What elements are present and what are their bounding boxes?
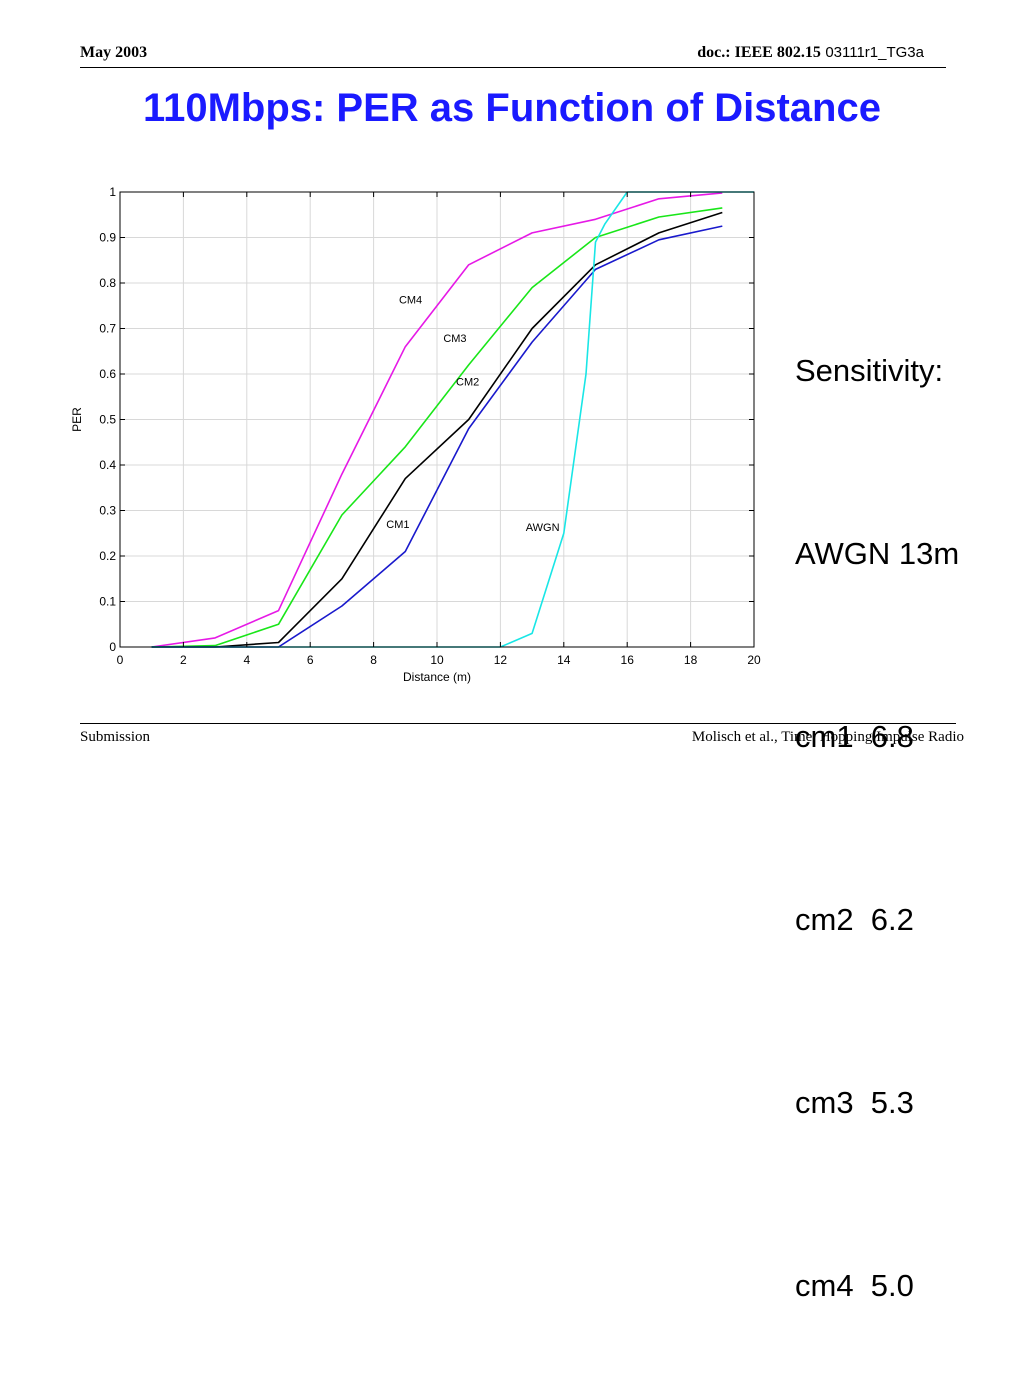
header-doc-id: 03111r1_TG3a: [825, 44, 924, 61]
x-tick-label: 12: [494, 653, 508, 667]
x-tick-label: 6: [307, 653, 314, 667]
x-tick-label: 10: [430, 653, 444, 667]
per-distance-chart: 0 2 4 6 8 10 12 14 16 18 20 0 0.1 0.2 0.3 0.4 0.5 0.6 0.7 0…: [70, 185, 761, 684]
sensitivity-cm4: cm4 5.0: [795, 1268, 914, 1303]
header-doc: doc.: IEEE 802.15 03111r1_TG3a: [697, 44, 924, 62]
y-tick-label: 0: [109, 640, 116, 654]
curve-label-cm3: CM3: [443, 333, 466, 345]
header-rule: [80, 67, 946, 68]
x-tick-label: 14: [557, 653, 571, 667]
y-tick-label: 0.5: [99, 413, 116, 427]
x-tick-label: 16: [621, 653, 635, 667]
series-line-cm4: [151, 192, 723, 648]
sensitivity-list: Sensitivity: AWGN 13m cm1 6.8 cm2 6.2 cm…: [795, 218, 959, 1377]
y-tick-label: 0.9: [99, 231, 116, 245]
x-axis-label: Distance (m): [403, 670, 471, 684]
footer-rule: [80, 723, 956, 724]
y-tick-label: 0.3: [99, 504, 116, 518]
footer-authors: Molisch et al., Time Hopping Impulse Rad…: [691, 729, 964, 745]
x-tick-label: 4: [243, 653, 250, 667]
y-tick-label: 0.2: [99, 549, 116, 563]
sensitivity-cm3: cm3 5.3: [795, 1085, 914, 1120]
curve-label-cm2: CM2: [456, 376, 479, 388]
x-tick-label: 8: [370, 653, 377, 667]
header-doc-label: doc.: IEEE 802.15: [697, 44, 821, 61]
sensitivity-cm2: cm2 6.2: [795, 902, 914, 937]
header-date: May 2003: [80, 44, 148, 61]
series-line-cm3: [151, 207, 723, 648]
y-tick-label: 0.4: [99, 458, 116, 472]
x-tick-label: 0: [117, 653, 124, 667]
sensitivity-cm1: cm1 6.8: [795, 719, 914, 754]
y-tick-label: 0.8: [99, 276, 116, 290]
x-tick-label: 18: [684, 653, 698, 667]
y-tick-label: 0.6: [99, 367, 116, 381]
y-axis-label: PER: [70, 407, 84, 432]
curve-label-awgn: AWGN: [526, 522, 560, 534]
curve-label-cm4: CM4: [399, 294, 422, 306]
y-tick-label: 0.7: [99, 322, 116, 336]
x-tick-label: 20: [747, 653, 761, 667]
sensitivity-awgn: AWGN 13m: [795, 536, 960, 571]
footer-submission: Submission: [80, 729, 151, 745]
x-tick-label: 2: [180, 653, 187, 667]
y-tick-label: 1: [109, 185, 116, 199]
slide-title: 110Mbps: PER as Function of Distance: [143, 86, 881, 130]
sensitivity-heading: Sensitivity:: [795, 353, 944, 388]
curve-label-cm1: CM1: [386, 519, 409, 531]
y-tick-label: 0.1: [99, 595, 116, 609]
